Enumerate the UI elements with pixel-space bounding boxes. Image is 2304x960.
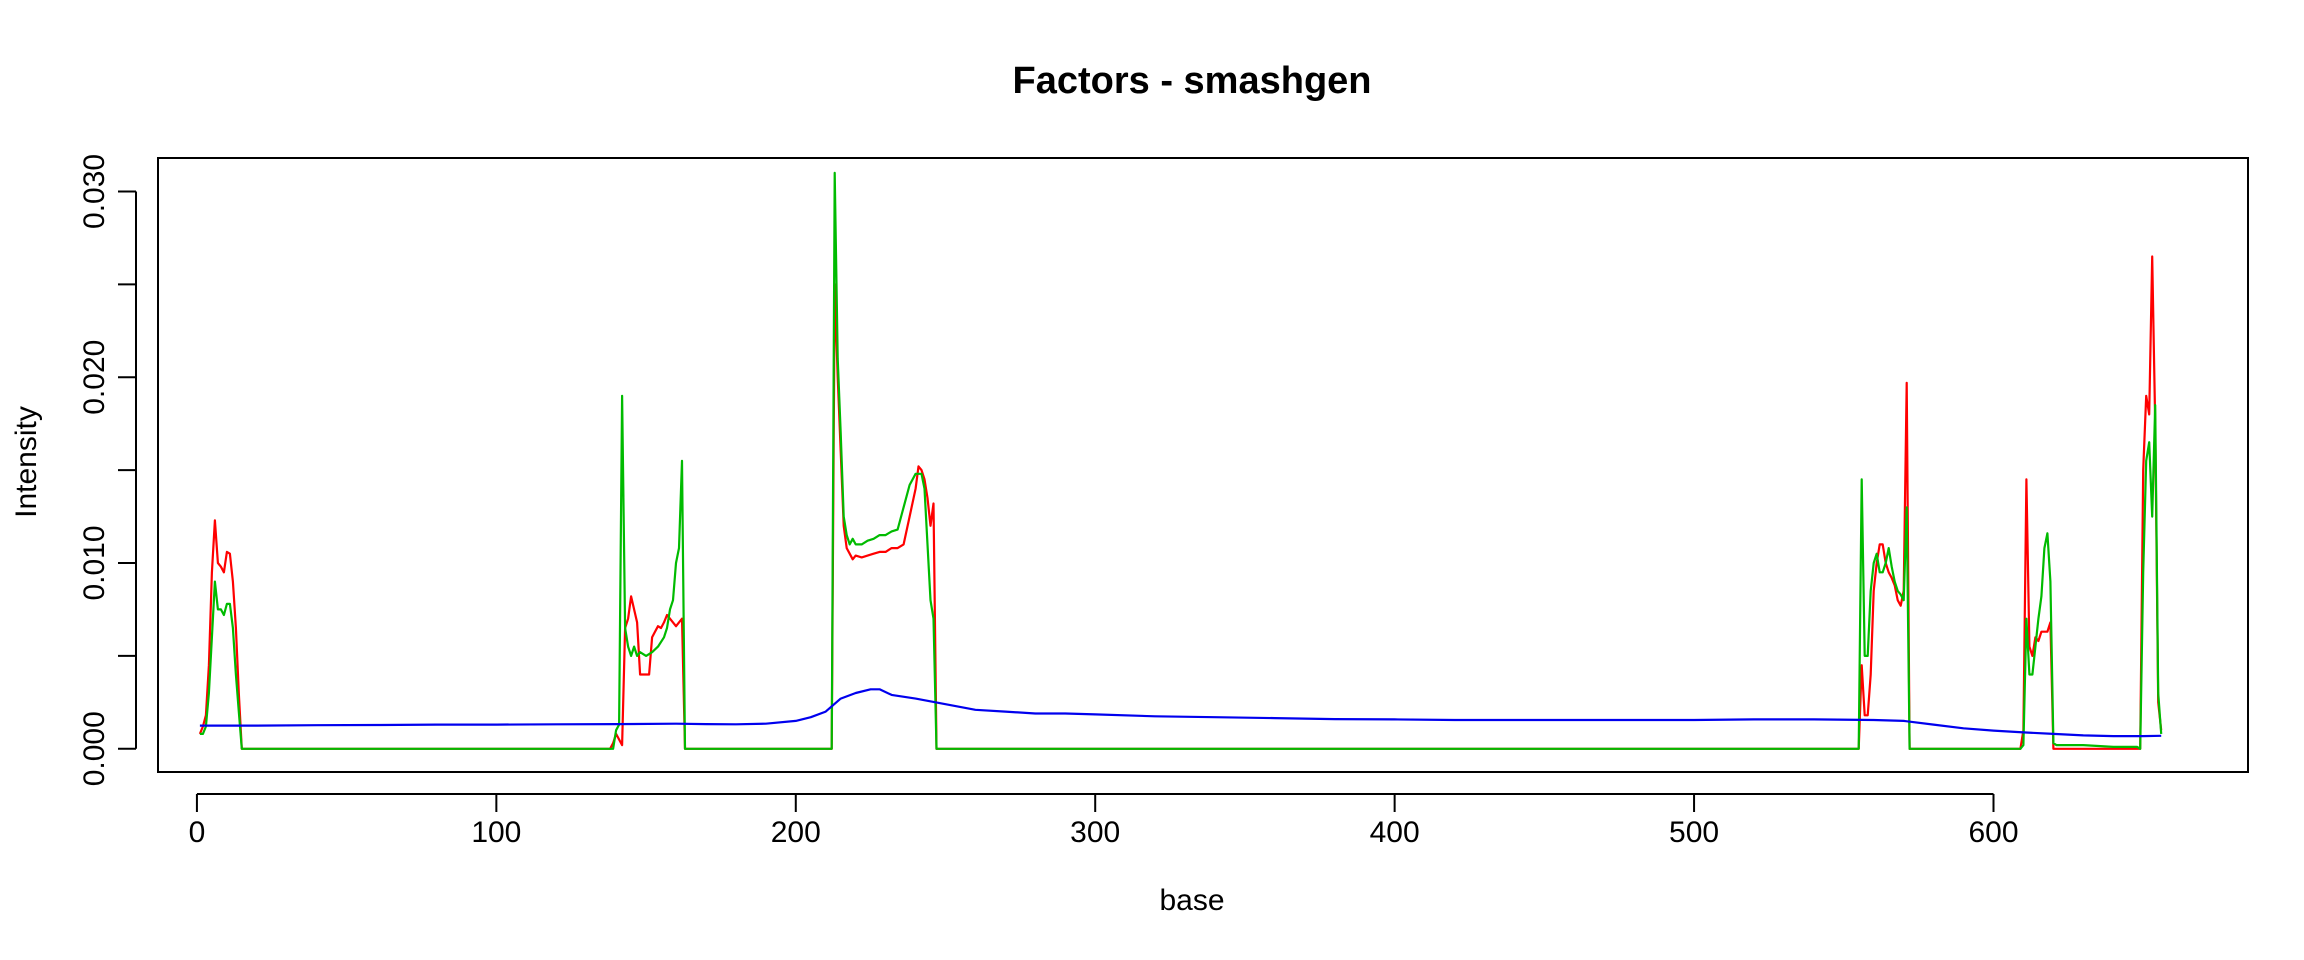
series-line-1 bbox=[198, 255, 2163, 750]
x-tick-label: 200 bbox=[771, 816, 821, 849]
plot-frame bbox=[157, 157, 2249, 773]
x-tick-label: 400 bbox=[1370, 816, 1420, 849]
series-line-2 bbox=[199, 171, 2163, 750]
series-layer bbox=[198, 171, 2163, 750]
plot-area bbox=[157, 157, 2249, 773]
x-tick-label: 500 bbox=[1669, 816, 1719, 849]
y-axis-label: Intensity bbox=[10, 406, 43, 518]
x-axis-label: base bbox=[1159, 884, 1224, 917]
x-tick-label: 600 bbox=[1968, 816, 2018, 849]
x-tick-label: 100 bbox=[471, 816, 521, 849]
x-tick-label: 300 bbox=[1070, 816, 1120, 849]
y-tick-label: 0.020 bbox=[78, 340, 111, 415]
y-tick-label: 0.030 bbox=[78, 154, 111, 229]
y-axis: 0.000 0.010 0.020 0.030 bbox=[78, 154, 137, 786]
x-tick-label: 0 bbox=[189, 816, 206, 849]
series-line-3 bbox=[199, 688, 2162, 738]
x-axis: 0 100 200 300 400 500 600 bbox=[189, 793, 2019, 849]
chart-title: Factors - smashgen bbox=[1013, 60, 1372, 102]
y-tick-label: 0.010 bbox=[78, 525, 111, 600]
y-tick-label: 0.000 bbox=[78, 711, 111, 786]
